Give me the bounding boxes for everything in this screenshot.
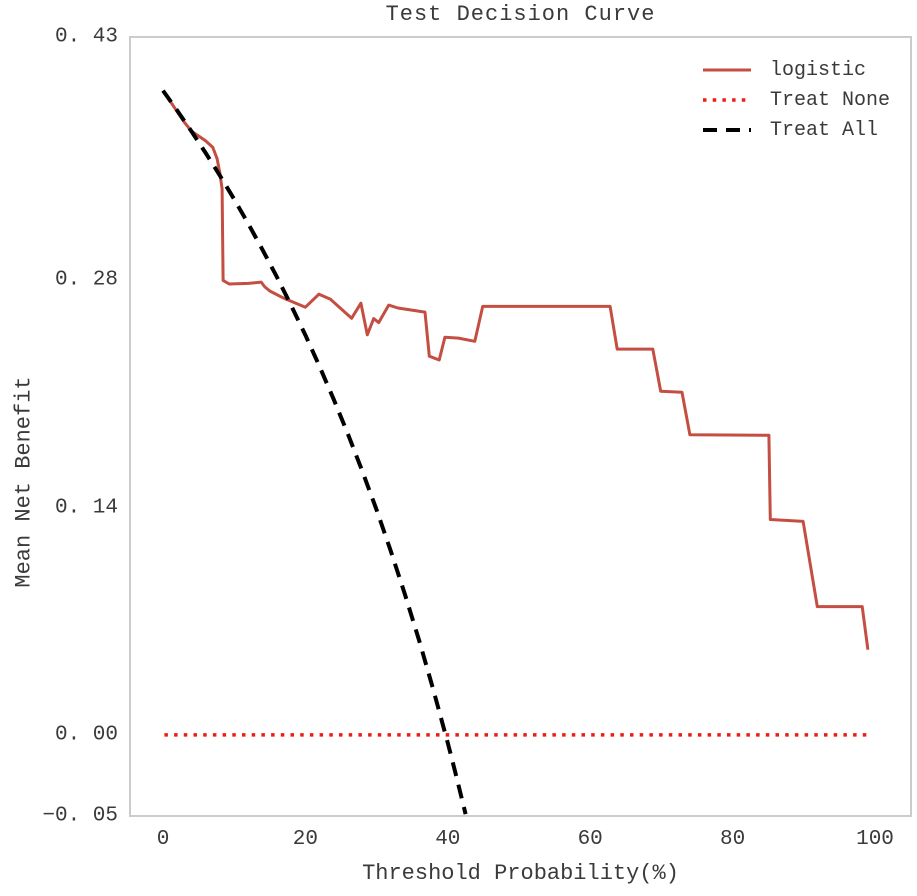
legend-label-treat-none: Treat None xyxy=(770,88,891,112)
legend-item-logistic: logistic xyxy=(701,55,890,85)
x-tick-label: 20 xyxy=(292,828,318,851)
x-tick-label: 0 xyxy=(156,828,170,851)
y-axis-label: Mean Net Benefit xyxy=(11,376,37,588)
y-tick-label: 0. 28 xyxy=(54,268,118,292)
series-logistic xyxy=(161,89,870,650)
legend-item-treat-all: Treat All xyxy=(701,115,890,145)
chart-title: Test Decision Curve xyxy=(385,2,656,27)
legend: logistic Treat None Treat All xyxy=(701,55,890,145)
legend-dotted-line-icon xyxy=(703,98,751,102)
legend-label-logistic: logistic xyxy=(770,58,867,82)
y-tick-label: 0. 00 xyxy=(54,723,118,747)
x-tick-label: 100 xyxy=(856,828,894,851)
y-tick-label: −0. 05 xyxy=(42,804,118,828)
legend-dashed-line-icon xyxy=(703,128,751,132)
y-tick-label: 0. 43 xyxy=(54,25,118,49)
x-tick-label: 80 xyxy=(719,828,746,851)
legend-line-icon xyxy=(703,68,751,72)
plot-border xyxy=(129,36,912,817)
legend-item-treat-none: Treat None xyxy=(701,85,890,115)
x-tick-label: 60 xyxy=(577,828,603,851)
x-tick-label: 40 xyxy=(435,828,461,851)
legend-label-treat-all: Treat All xyxy=(770,118,879,142)
y-tick-label: 0. 14 xyxy=(54,496,118,520)
x-axis-label: Threshold Probability(%) xyxy=(362,861,679,886)
series-treat-all xyxy=(161,89,468,815)
